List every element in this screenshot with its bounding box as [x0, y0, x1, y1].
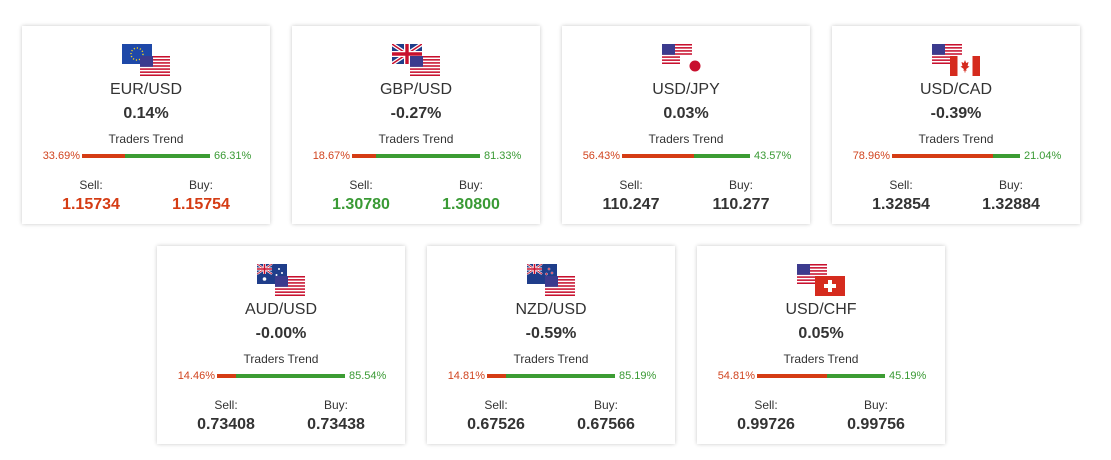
buy-percent: 85.19%: [619, 370, 657, 382]
sell-price[interactable]: 1.32854: [872, 196, 930, 213]
buy-label: Buy:: [458, 178, 483, 192]
pair-name[interactable]: USD/CHF: [785, 301, 857, 318]
buy-price[interactable]: 1.30800: [442, 196, 500, 213]
buy-price[interactable]: 0.67566: [577, 416, 635, 433]
pair-name[interactable]: NZD/USD: [515, 301, 587, 318]
buy-percent: 43.57%: [754, 150, 792, 162]
buy-percent: 66.31%: [214, 150, 252, 162]
pair-card[interactable]: NZD/USD -0.59% Traders Trend 14.81% 85.1…: [427, 246, 675, 444]
buy-price[interactable]: 0.99756: [847, 416, 905, 433]
traders-trend-label: Traders Trend: [918, 132, 994, 146]
sentiment-bar: [82, 154, 210, 158]
sell-label: Sell:: [79, 178, 103, 192]
pair-card[interactable]: GBP/USD -0.27% Traders Trend 18.67% 81.3…: [292, 26, 540, 224]
pair-name[interactable]: USD/JPY: [652, 81, 720, 98]
sell-price[interactable]: 1.15734: [62, 196, 120, 213]
traders-trend-label: Traders Trend: [108, 132, 184, 146]
sell-percent: 14.46%: [177, 370, 215, 382]
daily-change: 0.03%: [663, 105, 709, 122]
us-flag-icon: [410, 56, 440, 76]
sell-label: Sell:: [619, 178, 643, 192]
sell-price[interactable]: 0.99726: [737, 416, 795, 433]
sentiment-bar: [217, 374, 345, 378]
pair-name[interactable]: EUR/USD: [109, 81, 182, 98]
sentiment-bar: [892, 154, 1020, 158]
buy-price[interactable]: 1.32884: [982, 196, 1040, 213]
sell-portion: [352, 154, 376, 158]
pair-card[interactable]: EUR/USD 0.14% Traders Trend 33.69% 66.31…: [22, 26, 270, 224]
pair-card[interactable]: USD/CAD -0.39% Traders Trend 78.96% 21.0…: [832, 26, 1080, 224]
flag-pair: [122, 44, 170, 76]
buy-percent: 21.04%: [1024, 150, 1062, 162]
us-flag-icon: [140, 56, 170, 76]
sell-portion: [757, 374, 827, 378]
sell-percent: 56.43%: [582, 150, 620, 162]
flag-pair: [527, 264, 575, 296]
pair-card[interactable]: AUD/USD -0.00% Traders Trend 14.46% 85.5…: [157, 246, 405, 444]
buy-price[interactable]: 0.73438: [307, 416, 365, 433]
buy-label: Buy:: [998, 178, 1023, 192]
flag-pair: [932, 44, 980, 76]
flag-pair: [257, 264, 305, 296]
buy-label: Buy:: [593, 398, 618, 412]
sell-percent: 18.67%: [312, 150, 350, 162]
sell-portion: [487, 374, 506, 378]
buy-percent: 45.19%: [889, 370, 927, 382]
flag-pair: [797, 264, 845, 296]
sell-portion: [892, 154, 993, 158]
pair-card[interactable]: USD/JPY 0.03% Traders Trend 56.43% 43.57…: [562, 26, 810, 224]
sell-price[interactable]: 1.30780: [332, 196, 390, 213]
traders-trend-label: Traders Trend: [513, 352, 589, 366]
jp-flag-icon: [680, 56, 710, 76]
sell-label: Sell:: [754, 398, 778, 412]
sell-label: Sell:: [349, 178, 373, 192]
sell-percent: 54.81%: [717, 370, 755, 382]
us-flag-icon: [275, 276, 305, 296]
sell-price[interactable]: 0.73408: [197, 416, 255, 433]
pair-name[interactable]: USD/CAD: [919, 81, 992, 98]
buy-label: Buy:: [323, 398, 348, 412]
daily-change: -0.59%: [525, 325, 577, 342]
sell-price[interactable]: 0.67526: [467, 416, 525, 433]
sentiment-bar: [487, 374, 615, 378]
sell-price[interactable]: 110.247: [602, 196, 660, 213]
traders-trend-label: Traders Trend: [378, 132, 454, 146]
flag-pair: [662, 44, 710, 76]
sentiment-bar: [757, 374, 885, 378]
ch-flag-icon: [815, 276, 845, 296]
buy-percent: 85.54%: [349, 370, 387, 382]
daily-change: -0.00%: [255, 325, 307, 342]
sell-label: Sell:: [889, 178, 913, 192]
pair-card[interactable]: USD/CHF 0.05% Traders Trend 54.81% 45.19…: [697, 246, 945, 444]
sentiment-bar: [352, 154, 480, 158]
flag-pair: [392, 44, 440, 76]
daily-change: 0.14%: [123, 105, 169, 122]
buy-label: Buy:: [728, 178, 753, 192]
pair-name[interactable]: AUD/USD: [244, 301, 317, 318]
sell-percent: 14.81%: [447, 370, 485, 382]
traders-trend-label: Traders Trend: [783, 352, 859, 366]
sell-percent: 33.69%: [42, 150, 80, 162]
sell-portion: [82, 154, 125, 158]
ca-flag-icon: [950, 56, 980, 76]
buy-percent: 81.33%: [484, 150, 522, 162]
sell-percent: 78.96%: [852, 150, 890, 162]
daily-change: -0.39%: [930, 105, 982, 122]
sell-label: Sell:: [484, 398, 508, 412]
sell-label: Sell:: [214, 398, 238, 412]
buy-label: Buy:: [863, 398, 888, 412]
traders-trend-label: Traders Trend: [648, 132, 724, 146]
daily-change: -0.27%: [390, 105, 442, 122]
sell-portion: [217, 374, 236, 378]
sentiment-bar: [622, 154, 750, 158]
sell-portion: [622, 154, 694, 158]
pair-name[interactable]: GBP/USD: [379, 81, 452, 98]
us-flag-icon: [545, 276, 575, 296]
buy-label: Buy:: [188, 178, 213, 192]
buy-price[interactable]: 110.277: [712, 196, 770, 213]
buy-price[interactable]: 1.15754: [172, 196, 230, 213]
daily-change: 0.05%: [798, 325, 844, 342]
traders-trend-label: Traders Trend: [243, 352, 319, 366]
